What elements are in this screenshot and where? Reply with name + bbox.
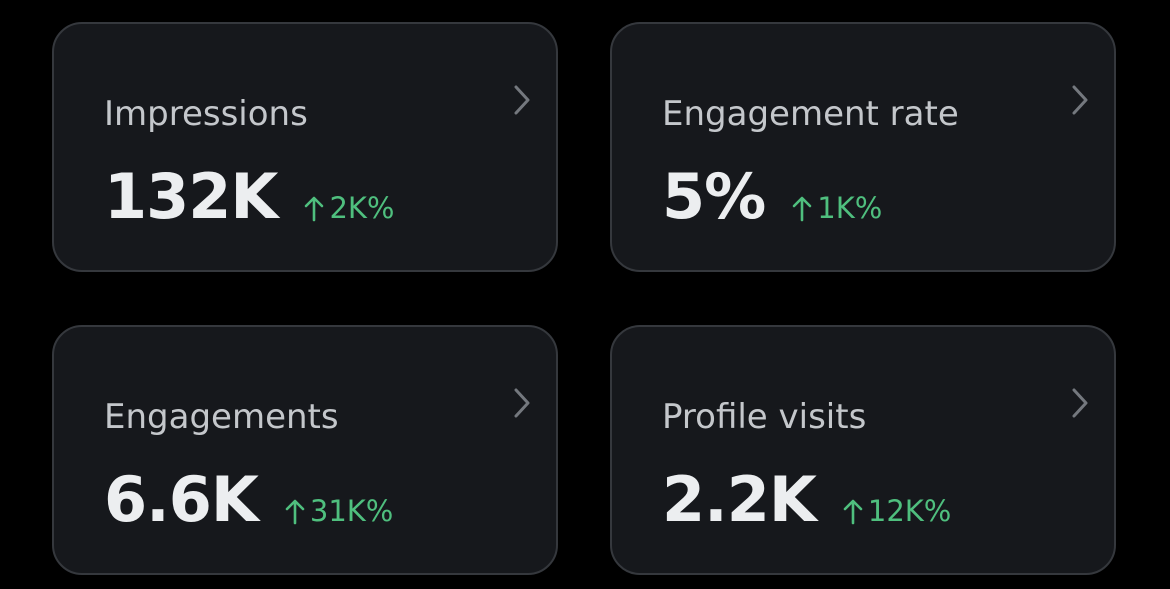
metric-change: 31K% [284, 493, 393, 528]
up-arrow [842, 493, 868, 528]
metric-value: 2.2K [662, 463, 817, 536]
change-text: 2K% [329, 191, 395, 225]
arrow-icon [843, 499, 863, 525]
change-text: 1K% [817, 191, 883, 225]
chevron-icon [512, 84, 532, 120]
metric-row: 6.6K 31K% [104, 463, 393, 536]
change-text: 12K% [867, 494, 952, 528]
chevron [1072, 388, 1088, 418]
metric-value: 6.6K [104, 463, 259, 536]
chevron [1072, 85, 1088, 115]
metric-change: 2K% [303, 190, 395, 225]
up-arrow [303, 190, 329, 225]
up-arrow [284, 493, 310, 528]
metric-change: 12K% [842, 493, 951, 528]
metric-label: Profile visits [662, 397, 867, 437]
chevron-icon [1070, 387, 1090, 423]
chevron-icon [512, 387, 532, 423]
metric-value: 5% [662, 160, 766, 233]
metric-label: Engagements [104, 397, 339, 437]
up-arrow [791, 190, 817, 225]
metric-value: 132K [104, 160, 278, 233]
metric-card[interactable]: Impressions 132K 2K% [52, 22, 558, 272]
metric-card[interactable]: Profile visits 2.2K 12K% [610, 325, 1116, 575]
metric-row: 5% 1K% [662, 160, 882, 233]
metric-card[interactable]: Engagements 6.6K 31K% [52, 325, 558, 575]
metric-row: 2.2K 12K% [662, 463, 951, 536]
arrow-icon [792, 196, 812, 222]
metric-row: 132K 2K% [104, 160, 395, 233]
change-text: 31K% [309, 494, 394, 528]
arrow-icon [305, 196, 324, 222]
metric-label: Impressions [104, 94, 308, 134]
chevron [514, 85, 530, 115]
metric-change: 1K% [791, 190, 882, 225]
arrow-icon [285, 499, 305, 525]
chevron-icon [1070, 84, 1090, 120]
metric-label: Engagement rate [662, 94, 959, 134]
chevron [514, 388, 530, 418]
metric-card[interactable]: Engagement rate 5% 1K% [610, 22, 1116, 272]
